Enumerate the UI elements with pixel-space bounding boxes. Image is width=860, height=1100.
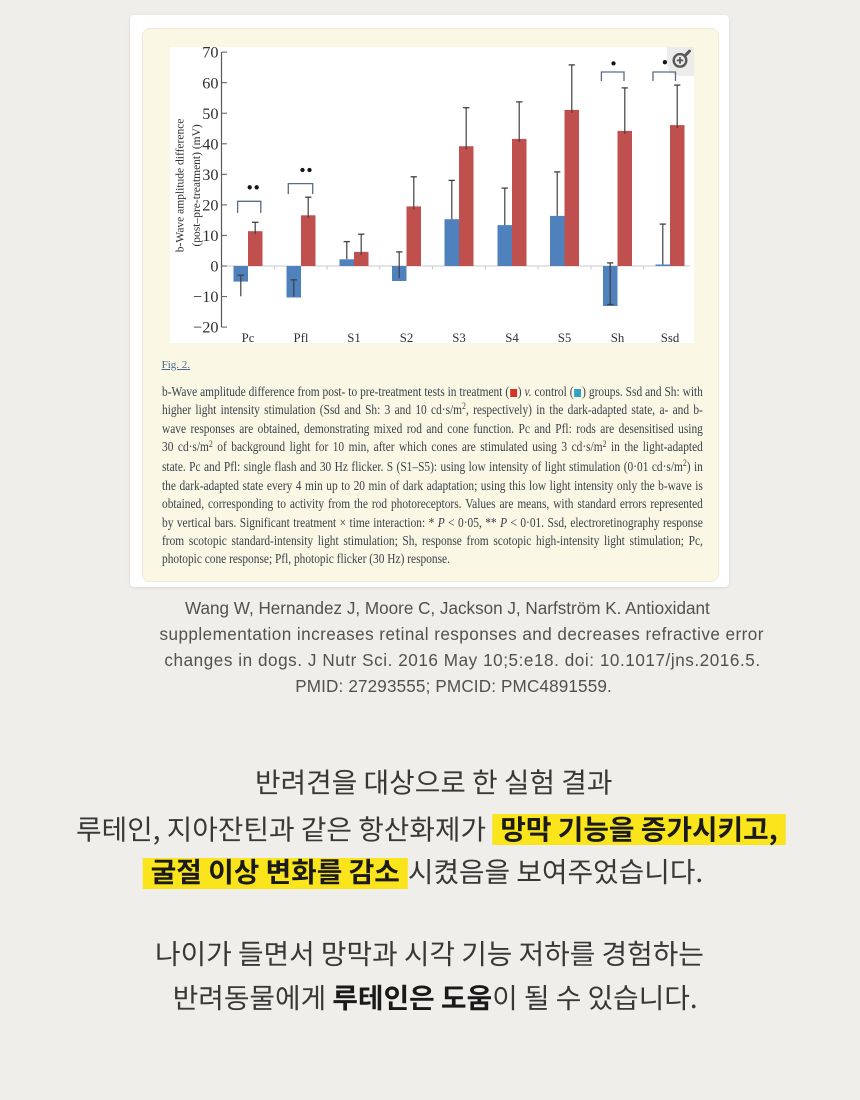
svg-text:S4: S4 — [505, 331, 519, 343]
svg-text:10: 10 — [202, 226, 218, 245]
svg-text:S5: S5 — [558, 331, 572, 343]
svg-text:−20: −20 — [193, 318, 218, 337]
svg-text:40: 40 — [202, 134, 218, 153]
svg-text:Pc: Pc — [242, 331, 255, 343]
svg-text:S1: S1 — [347, 331, 361, 343]
svg-text:(post–pre-treatment) (mV): (post–pre-treatment) (mV) — [191, 124, 203, 246]
svg-text:Ssd: Ssd — [661, 331, 680, 343]
svg-text:50: 50 — [202, 104, 218, 123]
svg-text:S2: S2 — [400, 331, 414, 343]
svg-text:b-Wave amplitude difference: b-Wave amplitude difference — [175, 119, 187, 253]
svg-text:S3: S3 — [452, 331, 466, 343]
svg-text:0: 0 — [210, 257, 218, 276]
svg-text:Pfl: Pfl — [294, 331, 309, 343]
svg-text:20: 20 — [202, 196, 218, 215]
svg-text:Sh: Sh — [611, 331, 625, 343]
svg-text:70: 70 — [202, 47, 218, 62]
svg-text:−10: −10 — [193, 287, 218, 306]
svg-text:60: 60 — [202, 73, 218, 92]
svg-text:30: 30 — [202, 165, 218, 184]
